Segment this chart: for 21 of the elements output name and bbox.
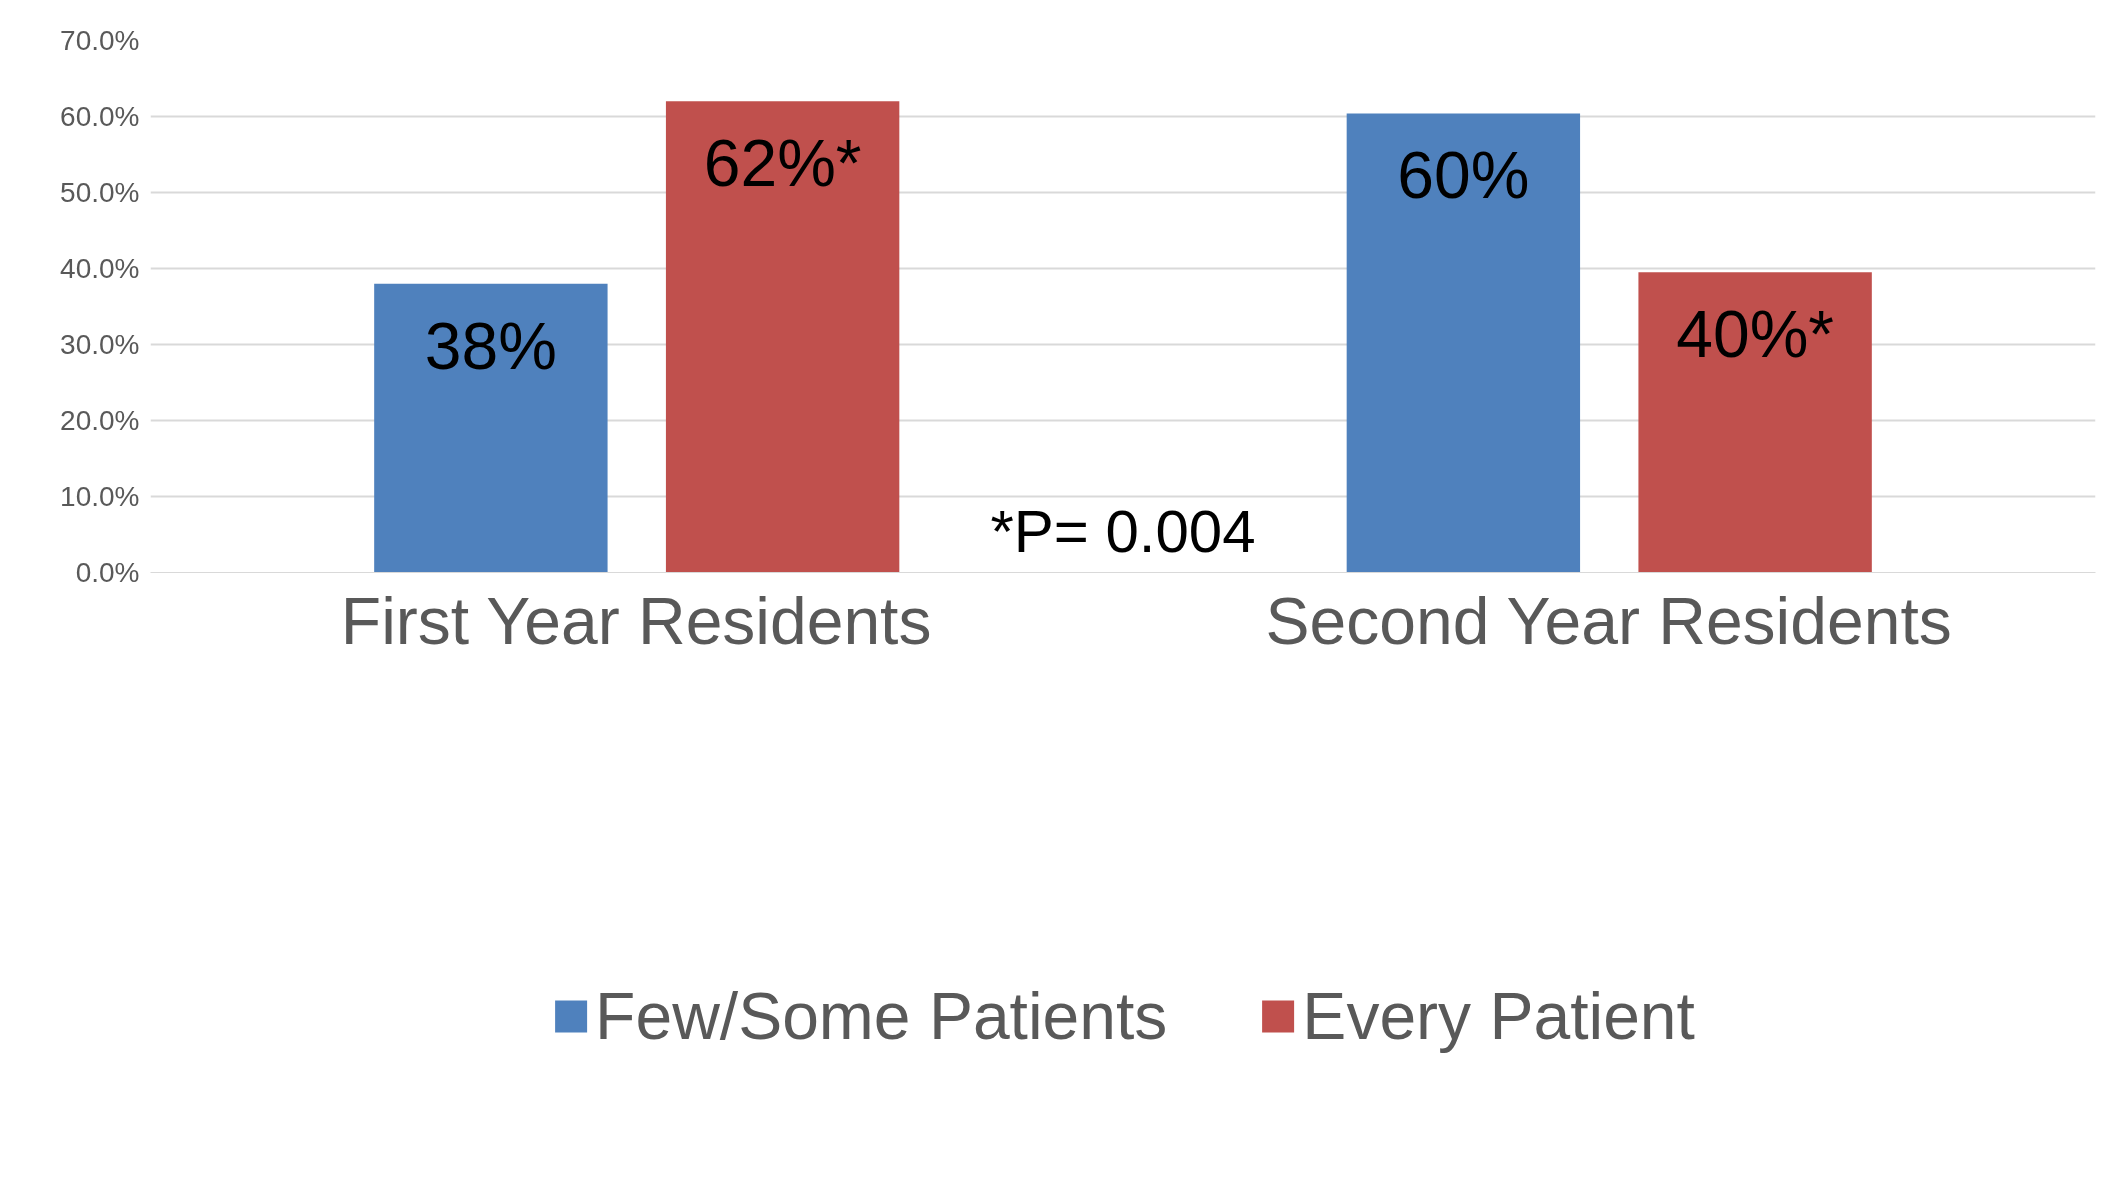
data-label: 40%*: [1676, 297, 1835, 372]
bar: [1346, 113, 1581, 573]
y-tick-label: 50.0%: [60, 177, 140, 208]
legend-label: Every Patient: [1302, 978, 1695, 1054]
y-tick-label: 40.0%: [60, 253, 140, 284]
y-tick-label: 30.0%: [60, 329, 140, 360]
data-label: 60%: [1397, 138, 1530, 213]
bar: [374, 283, 608, 573]
y-tick-label: 20.0%: [60, 405, 140, 436]
bar: [665, 101, 900, 573]
y-tick-label: 0.0%: [75, 557, 140, 588]
annotation: *P= 0.004: [990, 497, 1256, 565]
y-tick-label: 10.0%: [60, 481, 140, 512]
y-tick-label: 70.0%: [60, 25, 140, 56]
y-tick-label: 60.0%: [60, 101, 140, 132]
data-label: 38%: [424, 308, 557, 383]
x-tick-label: Second Year Residents: [1265, 583, 1952, 658]
data-label: 62%*: [703, 126, 862, 201]
bar: [1638, 272, 1872, 573]
x-tick-label: First Year Residents: [340, 583, 932, 658]
legend-label: Few/Some Patients: [595, 978, 1168, 1054]
